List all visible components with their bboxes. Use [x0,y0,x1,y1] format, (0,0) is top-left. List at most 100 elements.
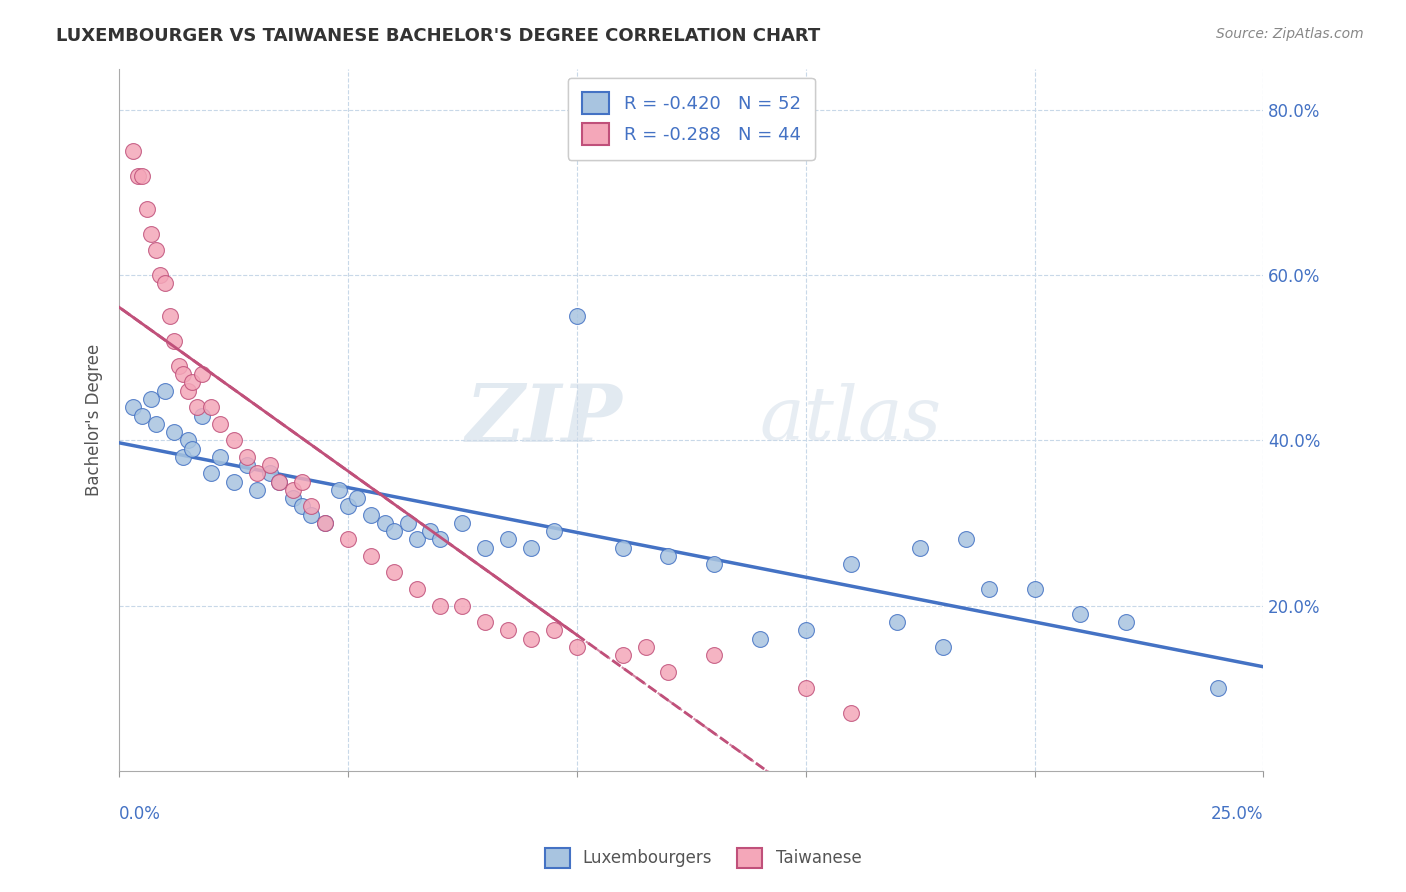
Point [396,516,419,530]
Legend: R = -0.420   N = 52, R = -0.288   N = 44: R = -0.420 N = 52, R = -0.288 N = 44 [568,78,815,160]
Text: 25.0%: 25.0% [1211,805,1264,823]
Point [612,541,634,555]
Text: Source: ZipAtlas.com: Source: ZipAtlas.com [1216,27,1364,41]
Point [543,624,565,638]
Text: LUXEMBOURGER VS TAIWANESE BACHELOR'S DEGREE CORRELATION CHART: LUXEMBOURGER VS TAIWANESE BACHELOR'S DEG… [56,27,821,45]
Point [337,533,360,547]
Point [131,409,153,423]
Point [794,681,817,695]
Point [208,417,231,431]
Point [932,640,955,654]
Point [245,467,267,481]
Point [1206,681,1229,695]
Point [190,368,212,382]
Point [122,401,145,415]
Point [543,524,565,538]
Point [222,434,245,448]
Point [236,450,259,464]
Point [565,640,588,654]
Point [703,558,725,572]
Point [496,624,519,638]
Point [1115,615,1137,629]
Point [977,582,1000,596]
Point [405,582,427,596]
Point [167,359,190,373]
Point [955,533,977,547]
Point [328,483,350,497]
Point [269,475,291,489]
Point [314,516,336,530]
Point [841,706,863,720]
Point [841,558,863,572]
Point [1024,582,1046,596]
Point [405,533,427,547]
Point [429,533,451,547]
Point [141,392,163,406]
Point [291,500,314,514]
Point [200,467,222,481]
Point [127,169,149,183]
Point [612,648,634,662]
Point [374,516,396,530]
Point [908,541,931,555]
Point [520,541,543,555]
Point [153,384,176,398]
Point [314,516,336,530]
Point [172,450,194,464]
Point [141,227,163,241]
Text: ZIP: ZIP [465,381,623,458]
Point [634,640,657,654]
Point [496,533,519,547]
Point [657,549,679,563]
Point [259,467,281,481]
Point [163,425,186,439]
Point [301,500,323,514]
Point [283,483,305,497]
Point [208,450,231,464]
Point [346,491,368,505]
Point [474,615,496,629]
Point [145,417,167,431]
Point [222,475,245,489]
Point [163,334,186,348]
Point [565,310,588,324]
Point [159,310,181,324]
Point [301,508,323,522]
Point [451,516,474,530]
Point [419,524,441,538]
Point [245,483,267,497]
Point [181,442,204,456]
Text: atlas: atlas [761,384,942,456]
Point [177,434,200,448]
Point [131,169,153,183]
Point [291,475,314,489]
Point [360,549,382,563]
Point [474,541,496,555]
Point [283,491,305,505]
Point [269,475,291,489]
Point [172,368,194,382]
Point [135,202,157,216]
Point [177,384,200,398]
Point [153,277,176,291]
Point [360,508,382,522]
Y-axis label: Bachelor's Degree: Bachelor's Degree [86,343,103,496]
Legend: Luxembourgers, Taiwanese: Luxembourgers, Taiwanese [538,841,868,875]
Point [749,632,772,646]
Point [657,665,679,679]
Point [520,632,543,646]
Text: 0.0%: 0.0% [120,805,162,823]
Point [337,500,360,514]
Point [886,615,908,629]
Point [382,566,405,580]
Point [186,401,208,415]
Point [794,624,817,638]
Point [149,268,172,282]
Point [236,458,259,472]
Point [1069,607,1091,621]
Point [200,401,222,415]
Point [145,244,167,258]
Point [122,144,145,158]
Point [382,524,405,538]
Point [181,376,204,390]
